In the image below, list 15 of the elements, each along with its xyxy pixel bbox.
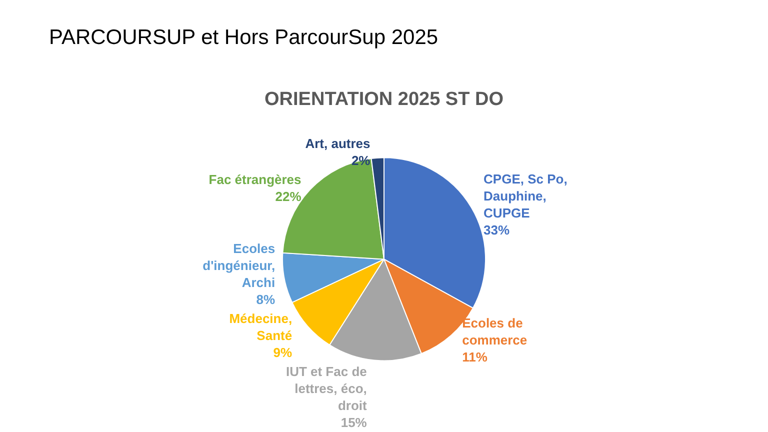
slice-label: Ecoles de commerce [462, 315, 528, 348]
slice-label: Ecoles d'ingénieur, Archi [202, 241, 276, 290]
data-label: 9% [273, 345, 293, 360]
data-label: 15% [340, 415, 368, 430]
slice-label: CPGE, Sc Po, Dauphine, CUPGE [484, 171, 568, 220]
data-label: 22% [275, 188, 302, 204]
slice-label: Art, autres [305, 136, 370, 151]
data-label: 8% [256, 292, 276, 307]
slice-label: IUT et Fac de lettres, éco, droit [286, 364, 368, 413]
slice-label: Fac étrangères [208, 172, 302, 187]
chart-title: PARCOURSUP et Hors ParcourSup 2025 [49, 26, 438, 49]
data-label: 11% [462, 349, 488, 364]
chart-subtitle: ORIENTATION 2025 ST DO [264, 89, 504, 110]
data-label: 33% [484, 222, 510, 238]
slice-label: Médecine, Santé [229, 311, 292, 343]
